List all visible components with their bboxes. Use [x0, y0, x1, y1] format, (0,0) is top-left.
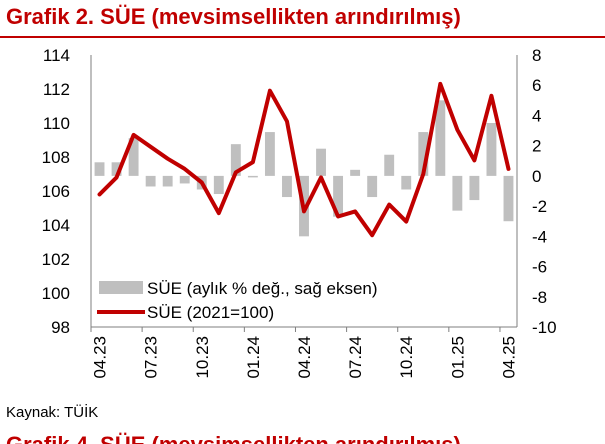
bar-03.25	[486, 123, 497, 176]
line-series	[97, 81, 511, 238]
x-tick-label: 01.25	[448, 336, 467, 379]
bar-07.24	[350, 169, 361, 176]
x-tick-label: 01.24	[244, 336, 263, 379]
y-left-tick-label: 104	[42, 216, 70, 235]
x-tick-label: 07.24	[346, 336, 365, 379]
y-right-tick-label: 0	[532, 167, 541, 186]
bar-09.23	[179, 175, 190, 184]
bar-07.23	[145, 175, 156, 187]
title-underline	[0, 36, 605, 38]
bar-series	[94, 100, 514, 237]
bar-05.23	[111, 162, 122, 176]
bar-01.25	[452, 175, 463, 211]
x-tick-label: 10.24	[397, 336, 416, 379]
y-right-tick-label: -6	[532, 258, 547, 277]
chart-title: Grafik 2. SÜE (mevsimsellikten arındırıl…	[6, 4, 461, 29]
bar-06.23	[128, 138, 139, 176]
bar-12.23	[230, 144, 241, 176]
x-tick-label: 04.23	[91, 336, 110, 379]
x-tick-label: 04.24	[295, 336, 314, 379]
y-left-tick-label: 114	[43, 46, 70, 65]
source-note: Kaynak: TÜİK	[6, 404, 99, 421]
y-left-tick-label: 112	[43, 80, 70, 99]
axes	[90, 55, 518, 332]
legend: SÜE (aylık % değ., sağ eksen) SÜE (2021=1…	[97, 279, 378, 322]
x-tick-label: 04.25	[499, 336, 518, 379]
bar-04.25	[503, 175, 514, 222]
bar-06.24	[333, 175, 344, 217]
y-left-tick-label: 108	[42, 148, 70, 167]
y-right-tick-label: 2	[532, 137, 541, 156]
y-right-tick-label: 4	[532, 106, 541, 125]
y-left-tick-label: 102	[42, 250, 70, 269]
bar-11.24	[418, 132, 429, 176]
y-right-tick-label: -2	[532, 197, 547, 216]
y-right-tick-label: -10	[532, 318, 557, 337]
bar-04.23	[94, 162, 105, 176]
bar-02.25	[469, 175, 480, 201]
line-sue-index	[97, 81, 511, 238]
y-right-tick-label: 8	[532, 46, 541, 65]
legend-bar-label: SÜE (aylık % değ., sağ eksen)	[147, 279, 378, 298]
bar-08.24	[367, 175, 378, 198]
y-right-tick-label: -8	[532, 288, 547, 307]
bar-09.24	[384, 154, 395, 176]
y-right-tick-label: 6	[532, 76, 541, 95]
x-tick-label: 10.23	[193, 336, 212, 379]
y-left-tick-label: 98	[51, 318, 70, 337]
bar-03.24	[282, 175, 292, 198]
bar-10.24	[401, 175, 412, 190]
y-right-tick-label: -4	[532, 227, 547, 246]
tick-labels: 98 100 102 104 106 108 110 112 114 -10 -8 -6 -4 -2 0 2 4…	[42, 46, 557, 379]
bar-08.23	[162, 175, 173, 187]
y-left-tick-label: 110	[43, 114, 70, 133]
bar-12.24	[435, 100, 446, 176]
next-chart-title: Grafik 4. SÜE (mevsimsellikten arındırıl…	[6, 430, 461, 444]
bar-11.23	[213, 175, 224, 195]
bar-02.24	[264, 132, 275, 176]
legend-line-label: SÜE (2021=100)	[147, 303, 274, 322]
y-left-tick-label: 100	[42, 284, 70, 303]
legend-bar-swatch	[99, 281, 143, 294]
bar-01.24	[247, 175, 258, 178]
bar-05.24	[316, 148, 326, 176]
y-left-tick-label: 106	[42, 182, 70, 201]
x-tick-label: 07.23	[142, 336, 161, 379]
